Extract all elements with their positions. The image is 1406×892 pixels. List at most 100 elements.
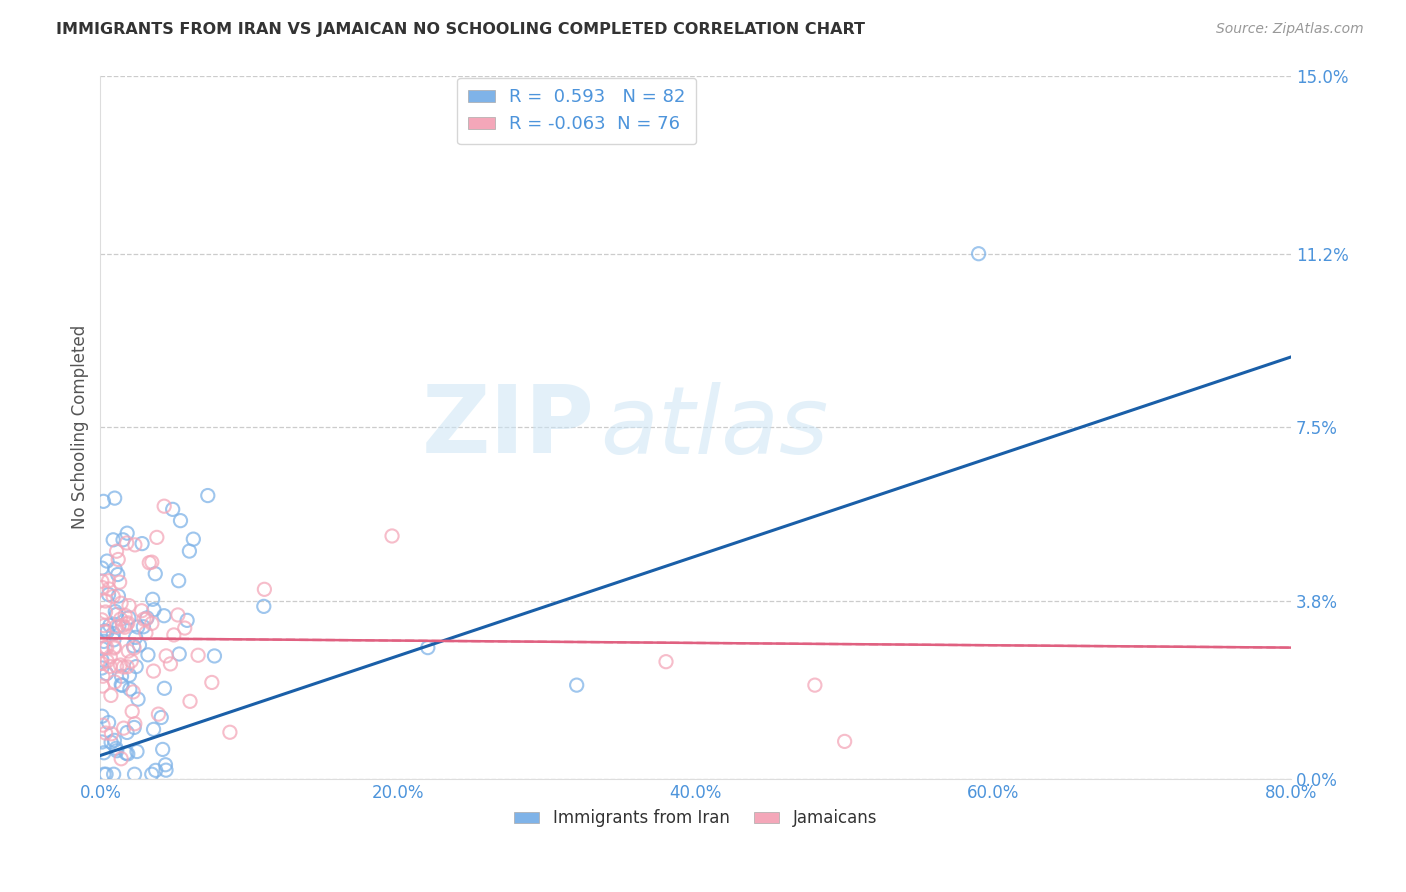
Point bbox=[94, 640, 117, 655]
Point bbox=[141, 555, 163, 569]
Point bbox=[110, 596, 132, 610]
Point bbox=[111, 619, 134, 633]
Point bbox=[100, 735, 122, 749]
Point bbox=[565, 678, 588, 692]
Point bbox=[98, 618, 121, 632]
Point bbox=[142, 723, 165, 737]
Point bbox=[167, 647, 190, 661]
Point bbox=[96, 554, 118, 568]
Point bbox=[107, 567, 129, 582]
Point bbox=[105, 544, 128, 558]
Point bbox=[179, 544, 201, 558]
Point bbox=[103, 533, 125, 547]
Point bbox=[97, 587, 120, 601]
Point bbox=[90, 613, 112, 627]
Point bbox=[96, 624, 118, 639]
Point bbox=[110, 612, 132, 626]
Point bbox=[90, 653, 112, 667]
Point bbox=[110, 752, 132, 766]
Point bbox=[118, 668, 141, 682]
Point bbox=[138, 556, 160, 570]
Point bbox=[98, 659, 121, 673]
Point bbox=[104, 675, 127, 690]
Point bbox=[135, 626, 157, 640]
Point bbox=[131, 536, 153, 550]
Point bbox=[100, 689, 122, 703]
Point bbox=[381, 529, 404, 543]
Point bbox=[114, 608, 136, 623]
Point bbox=[103, 640, 125, 654]
Point bbox=[91, 581, 114, 595]
Point bbox=[115, 526, 138, 541]
Point bbox=[162, 502, 184, 516]
Point bbox=[201, 675, 224, 690]
Point bbox=[124, 538, 146, 552]
Point bbox=[131, 604, 153, 618]
Point bbox=[114, 620, 136, 634]
Point bbox=[117, 644, 139, 658]
Point bbox=[118, 682, 141, 697]
Point bbox=[143, 566, 166, 581]
Point bbox=[108, 619, 131, 633]
Point bbox=[146, 530, 169, 544]
Point bbox=[115, 725, 138, 739]
Point bbox=[103, 733, 125, 747]
Text: Source: ZipAtlas.com: Source: ZipAtlas.com bbox=[1216, 22, 1364, 37]
Point bbox=[115, 617, 138, 632]
Point bbox=[105, 659, 128, 673]
Point bbox=[155, 757, 177, 772]
Point bbox=[153, 608, 176, 623]
Point bbox=[141, 767, 163, 781]
Point bbox=[96, 654, 118, 668]
Point bbox=[153, 499, 176, 513]
Point bbox=[93, 634, 115, 648]
Point bbox=[416, 640, 439, 655]
Legend: Immigrants from Iran, Jamaicans: Immigrants from Iran, Jamaicans bbox=[508, 803, 884, 834]
Point bbox=[187, 648, 209, 663]
Point bbox=[108, 575, 131, 590]
Point bbox=[655, 655, 678, 669]
Point bbox=[143, 602, 166, 616]
Point bbox=[163, 628, 186, 642]
Point bbox=[122, 721, 145, 735]
Point bbox=[967, 246, 990, 260]
Point bbox=[93, 624, 115, 639]
Point bbox=[105, 607, 128, 622]
Point bbox=[103, 590, 125, 604]
Point bbox=[100, 727, 122, 741]
Point bbox=[127, 620, 149, 634]
Point bbox=[94, 767, 117, 781]
Point bbox=[181, 532, 204, 546]
Point bbox=[103, 632, 125, 647]
Point bbox=[91, 709, 114, 723]
Point bbox=[115, 746, 138, 760]
Point bbox=[197, 489, 219, 503]
Point bbox=[169, 514, 191, 528]
Point bbox=[128, 638, 150, 652]
Point bbox=[253, 599, 276, 614]
Point bbox=[90, 657, 112, 671]
Point bbox=[112, 533, 135, 547]
Point bbox=[93, 494, 115, 508]
Point bbox=[148, 707, 170, 722]
Point bbox=[179, 694, 201, 708]
Point bbox=[105, 744, 128, 758]
Point bbox=[132, 612, 155, 626]
Point bbox=[120, 654, 142, 668]
Point bbox=[96, 640, 118, 655]
Point bbox=[117, 747, 139, 761]
Point bbox=[142, 592, 165, 607]
Point bbox=[98, 582, 121, 596]
Text: ZIP: ZIP bbox=[422, 381, 595, 474]
Point bbox=[94, 605, 117, 619]
Point bbox=[159, 657, 181, 671]
Point bbox=[804, 678, 827, 692]
Point bbox=[98, 649, 121, 664]
Point bbox=[121, 705, 143, 719]
Point bbox=[150, 710, 173, 724]
Point bbox=[93, 618, 115, 632]
Point bbox=[124, 631, 146, 645]
Point bbox=[118, 610, 141, 624]
Point bbox=[93, 767, 115, 781]
Point bbox=[110, 669, 132, 683]
